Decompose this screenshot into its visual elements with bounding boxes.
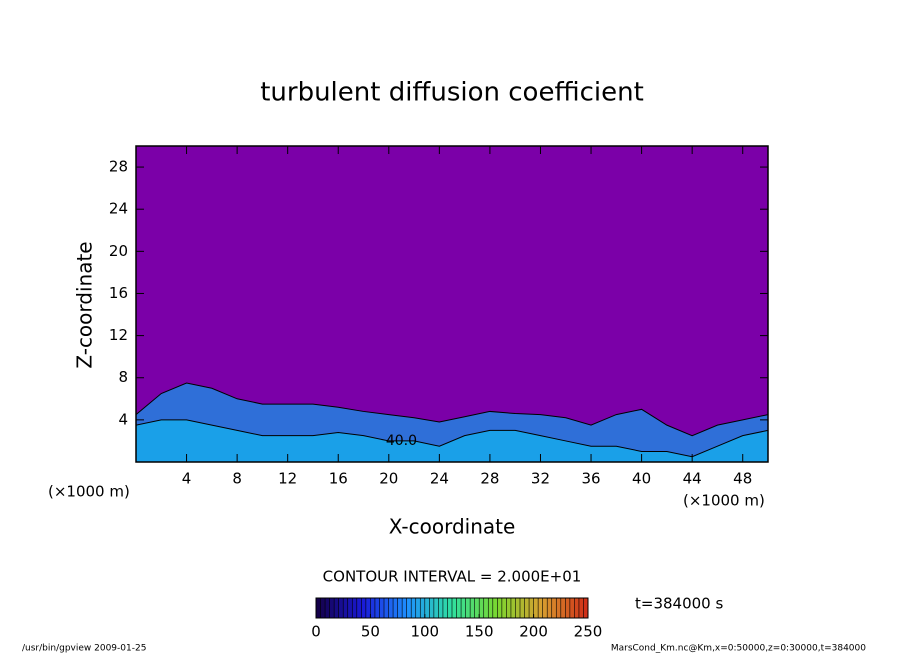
colorbar-cell xyxy=(461,598,467,618)
y-tick-label: 24 xyxy=(109,200,128,218)
footer-left: /usr/bin/gpview 2009-01-25 xyxy=(22,644,146,654)
colorbar-cell xyxy=(438,598,444,618)
colorbar-cell xyxy=(334,598,340,618)
x-tick-label: 20 xyxy=(379,470,398,488)
colorbar-cell xyxy=(347,598,353,618)
colorbar-cell xyxy=(420,598,426,618)
colorbar-tick-label: 250 xyxy=(574,623,603,641)
colorbar-cell xyxy=(538,598,544,618)
colorbar-cell xyxy=(479,598,485,618)
colorbar-tick-label: 200 xyxy=(519,623,548,641)
y-unit: (×1000 m) xyxy=(48,483,130,501)
x-tick-label: 12 xyxy=(278,470,297,488)
colorbar-tick-label: 0 xyxy=(311,623,321,641)
colorbar-cell xyxy=(560,598,566,618)
y-tick-label: 12 xyxy=(109,326,128,344)
colorbar-cell xyxy=(569,598,575,618)
colorbar-cell xyxy=(452,598,458,618)
contour-interval: CONTOUR INTERVAL = 2.000E+01 xyxy=(323,568,582,586)
colorbar-cell xyxy=(316,598,322,618)
colorbar-cell xyxy=(456,598,462,618)
colorbar-cell xyxy=(520,598,526,618)
x-tick-label: 8 xyxy=(232,470,242,488)
colorbar-cell xyxy=(365,598,371,618)
colorbar-cell xyxy=(510,598,516,618)
colorbar-cell xyxy=(415,598,421,618)
colorbar-cell xyxy=(542,598,548,618)
colorbar-cell xyxy=(402,598,408,618)
time-label: t=384000 s xyxy=(635,595,723,613)
colorbar-cell xyxy=(465,598,471,618)
y-axis-label: Z-coordinate xyxy=(73,241,97,368)
x-tick-label: 4 xyxy=(182,470,192,488)
y-tick-label: 28 xyxy=(109,158,128,176)
footer-right: MarsCond_Km.nc@Km,x=0:50000,z=0:30000,t=… xyxy=(611,644,866,654)
colorbar-cell xyxy=(470,598,476,618)
colorbar-cell xyxy=(429,598,435,618)
colorbar-cell xyxy=(374,598,380,618)
chart-title: turbulent diffusion coefficient xyxy=(260,78,644,108)
colorbar-cell xyxy=(574,598,580,618)
colorbar-cell xyxy=(361,598,367,618)
x-tick-label: 24 xyxy=(430,470,449,488)
y-tick-label: 20 xyxy=(109,242,128,260)
colorbar-cell xyxy=(397,598,403,618)
x-tick-label: 48 xyxy=(733,470,752,488)
colorbar-cell xyxy=(320,598,326,618)
colorbar-cell xyxy=(501,598,507,618)
colorbar-cell xyxy=(524,598,530,618)
x-tick-label: 16 xyxy=(329,470,348,488)
colorbar-cell xyxy=(379,598,385,618)
colorbar-cell xyxy=(338,598,344,618)
x-tick-label: 36 xyxy=(581,470,600,488)
colorbar-cell xyxy=(384,598,390,618)
colorbar-cell xyxy=(497,598,503,618)
colorbar-frame xyxy=(315,597,589,619)
y-tick-label: 4 xyxy=(118,410,128,428)
colorbar-cell xyxy=(556,598,562,618)
colorbar-cell xyxy=(583,598,589,618)
colorbar-cell xyxy=(533,598,539,618)
colorbar-cell xyxy=(551,598,557,618)
colorbar-cell xyxy=(578,598,584,618)
x-tick-label: 44 xyxy=(683,470,702,488)
contour-label: 40.0 xyxy=(386,433,417,449)
colorbar-cell xyxy=(547,598,553,618)
colorbar-cell xyxy=(388,598,394,618)
colorbar-cell xyxy=(474,598,480,618)
y-tick-label: 16 xyxy=(109,284,128,302)
x-axis-label: X-coordinate xyxy=(389,515,516,539)
x-tick-label: 32 xyxy=(531,470,550,488)
colorbar-cell xyxy=(488,598,494,618)
colorbar-cell xyxy=(329,598,335,618)
colorbar-cell xyxy=(343,598,349,618)
colorbar-cell xyxy=(406,598,412,618)
colorbar-tick-label: 100 xyxy=(410,623,439,641)
colorbar-cell xyxy=(483,598,489,618)
x-unit: (×1000 m) xyxy=(683,492,765,510)
y-tick-label: 8 xyxy=(118,368,128,386)
colorbar-cell xyxy=(506,598,512,618)
contour-region xyxy=(135,419,769,463)
colorbar-tick-label: 50 xyxy=(361,623,380,641)
x-tick-label: 40 xyxy=(632,470,651,488)
plot-frame xyxy=(135,145,769,463)
colorbar-cell xyxy=(411,598,417,618)
colorbar-cell xyxy=(565,598,571,618)
colorbar-cell xyxy=(325,598,331,618)
x-tick-label: 28 xyxy=(480,470,499,488)
colorbar-cell xyxy=(356,598,362,618)
colorbar-cell xyxy=(492,598,498,618)
colorbar-cell xyxy=(393,598,399,618)
colorbar-cell xyxy=(433,598,439,618)
colorbar-cell xyxy=(515,598,521,618)
colorbar-cell xyxy=(370,598,376,618)
colorbar-cell xyxy=(352,598,358,618)
colorbar-cell xyxy=(424,598,430,618)
colorbar-cell xyxy=(442,598,448,618)
colorbar-cell xyxy=(447,598,453,618)
colorbar-tick-label: 150 xyxy=(465,623,494,641)
colorbar-cell xyxy=(529,598,535,618)
